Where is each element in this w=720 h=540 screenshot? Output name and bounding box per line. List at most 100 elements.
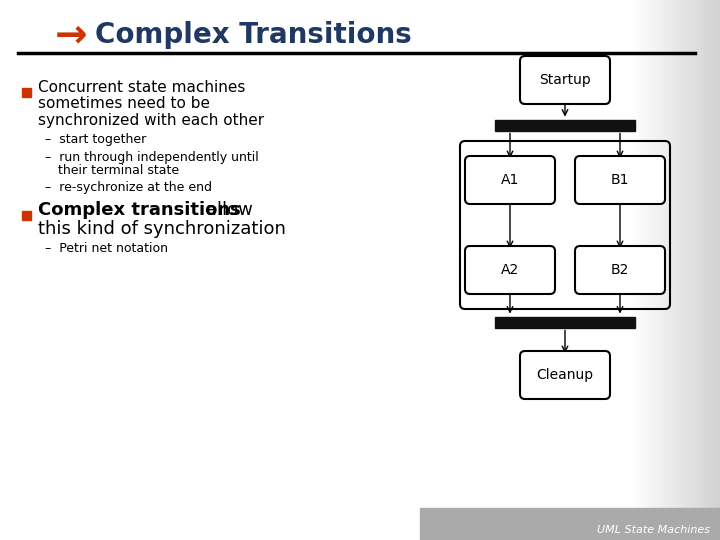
Bar [632, 0, 633, 540]
Bar [662, 0, 663, 540]
Bar [652, 0, 653, 540]
Bar [693, 0, 694, 540]
Text: UML State Machines: UML State Machines [597, 525, 710, 535]
Bar [685, 0, 686, 540]
Bar [697, 0, 698, 540]
Bar [668, 0, 669, 540]
Bar [675, 0, 676, 540]
Text: A2: A2 [501, 263, 519, 277]
Bar [680, 0, 681, 540]
Text: –  run through independently until: – run through independently until [45, 151, 258, 164]
Bar [22, 211, 31, 220]
FancyBboxPatch shape [465, 156, 555, 204]
Bar [682, 0, 683, 540]
Bar [22, 88, 31, 97]
Bar [676, 0, 677, 540]
Bar [670, 0, 671, 540]
Bar [655, 0, 656, 540]
Bar [683, 0, 684, 540]
Text: allow: allow [200, 201, 253, 219]
Bar [719, 0, 720, 540]
Bar [653, 0, 654, 540]
Bar [679, 0, 680, 540]
Text: Concurrent state machines: Concurrent state machines [38, 79, 246, 94]
Bar [649, 0, 650, 540]
Bar [714, 0, 715, 540]
Bar [689, 0, 690, 540]
Text: –  Petri net notation: – Petri net notation [45, 242, 168, 255]
Bar [666, 0, 667, 540]
Bar [651, 0, 652, 540]
Bar [691, 0, 692, 540]
Bar [704, 0, 705, 540]
Text: –  re-sychronize at the end: – re-sychronize at the end [45, 180, 212, 193]
Bar [646, 0, 647, 540]
Bar [692, 0, 693, 540]
Bar [640, 0, 641, 540]
Bar [699, 0, 700, 540]
Bar [706, 0, 707, 540]
Bar [696, 0, 697, 540]
Bar [677, 0, 678, 540]
Text: →: → [55, 16, 88, 54]
Bar [637, 0, 638, 540]
Bar [639, 0, 640, 540]
Bar [711, 0, 712, 540]
Bar [710, 0, 711, 540]
Bar [671, 0, 672, 540]
Bar [664, 0, 665, 540]
Bar [688, 0, 689, 540]
Bar [700, 0, 701, 540]
Bar [705, 0, 706, 540]
Bar [707, 0, 708, 540]
Bar [673, 0, 674, 540]
Bar [690, 0, 691, 540]
Bar [713, 0, 714, 540]
Bar [647, 0, 648, 540]
Bar [678, 0, 679, 540]
Text: Complex Transitions: Complex Transitions [95, 21, 412, 49]
Bar [642, 0, 643, 540]
Bar [633, 0, 634, 540]
Bar [684, 0, 685, 540]
Bar [695, 0, 696, 540]
Bar [658, 0, 659, 540]
Bar [694, 0, 695, 540]
Bar [663, 0, 664, 540]
Text: sometimes need to be: sometimes need to be [38, 97, 210, 111]
Text: Cleanup: Cleanup [536, 368, 593, 382]
Text: B1: B1 [611, 173, 629, 187]
Bar [645, 0, 646, 540]
Bar [672, 0, 673, 540]
Text: –  start together: – start together [45, 133, 146, 146]
Bar [715, 0, 716, 540]
Bar [701, 0, 702, 540]
Bar [650, 0, 651, 540]
Bar [686, 0, 687, 540]
Bar [654, 0, 655, 540]
FancyBboxPatch shape [520, 351, 610, 399]
Bar [495, 119, 635, 131]
Bar [648, 0, 649, 540]
Bar [659, 0, 660, 540]
Bar [718, 0, 719, 540]
Bar [638, 0, 639, 540]
Bar [717, 0, 718, 540]
Bar [660, 0, 661, 540]
FancyBboxPatch shape [520, 56, 610, 104]
Bar [703, 0, 704, 540]
Bar [641, 0, 642, 540]
Bar [712, 0, 713, 540]
Bar [708, 0, 709, 540]
Bar [669, 0, 670, 540]
Bar [661, 0, 662, 540]
FancyBboxPatch shape [575, 156, 665, 204]
Bar [420, 508, 720, 540]
Text: B2: B2 [611, 263, 629, 277]
Text: synchronized with each other: synchronized with each other [38, 113, 264, 129]
Bar [635, 0, 636, 540]
Text: A1: A1 [501, 173, 519, 187]
Bar [630, 0, 631, 540]
Text: Startup: Startup [539, 73, 591, 87]
Bar [643, 0, 644, 540]
